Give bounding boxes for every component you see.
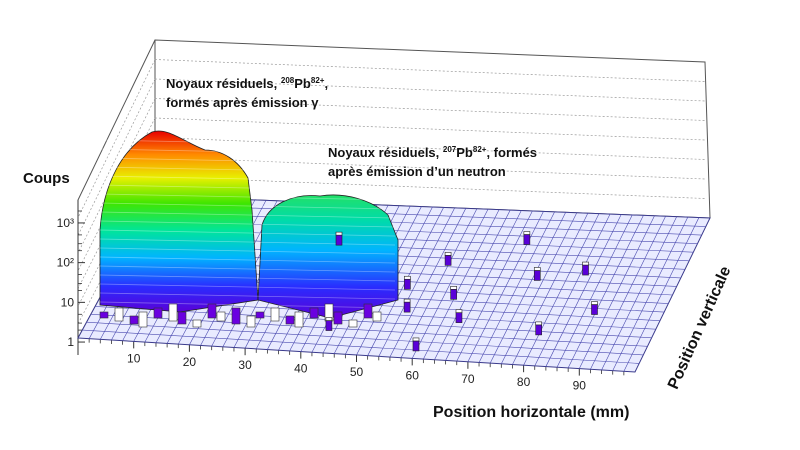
x-tick-label: 70 (461, 372, 475, 386)
single-count-bin (591, 304, 598, 315)
single-count-bin (404, 278, 411, 290)
low-count-bin (138, 311, 148, 328)
bin-edge (99, 175, 396, 183)
y-tick-label: 1 (67, 335, 74, 349)
single-count-bin-top (535, 321, 542, 326)
x-tick-label: 60 (406, 368, 420, 382)
side-gridline (77, 59, 156, 218)
single-count-bin-top (591, 301, 598, 305)
single-count-bin (335, 234, 343, 246)
y-tick-label: 10² (57, 256, 74, 270)
low-count-bin (207, 303, 217, 319)
data-peaks (99, 130, 399, 328)
single-count-bin-top (444, 252, 452, 256)
bin-edge (99, 211, 396, 219)
bin-edge (99, 256, 396, 264)
single-count-bin (582, 264, 589, 276)
y-tick-label: 10³ (57, 216, 74, 230)
bin-edge (99, 139, 396, 147)
single-count-bin-top (582, 261, 589, 266)
bin-edge (99, 265, 396, 273)
x-axis: 10 20 30 40 50 60 70 80 90 (88, 338, 625, 393)
floor-gridline (86, 321, 644, 356)
low-count-bin (99, 311, 109, 319)
side-gridline (77, 98, 156, 254)
bin-edge (99, 193, 396, 201)
single-count-bin (444, 255, 452, 266)
low-count-bin (177, 311, 187, 325)
single-count-bin (412, 340, 420, 352)
bin-edge (99, 202, 396, 210)
bin-edge (99, 292, 396, 300)
low-count-bin (231, 307, 241, 325)
floor-gridline (95, 306, 652, 339)
bin-edge (99, 283, 396, 291)
bin-edge (99, 166, 396, 174)
single-count-bin-top (533, 267, 541, 271)
annotation-208pb: Noyaux résiduels, 208Pb82+, formés après… (166, 76, 329, 110)
peak-208pb (99, 130, 259, 313)
low-count-bin (309, 307, 319, 319)
x-tick-label: 10 (127, 351, 141, 365)
low-count-bin (255, 311, 265, 319)
low-count-bin (372, 311, 382, 322)
bin-edge (99, 238, 396, 246)
floor-gridline (82, 329, 640, 364)
single-count-bin (325, 320, 333, 331)
peak-207pb (257, 194, 399, 319)
bin-edge (99, 301, 396, 309)
single-count-bin-top (403, 298, 411, 303)
single-count-bin (403, 301, 411, 313)
x-tick-label: 90 (573, 379, 587, 393)
single-count-bin-top (523, 231, 531, 235)
x-tick-label: 30 (238, 358, 252, 372)
low-count-bin (246, 315, 256, 328)
low-count-bin (216, 311, 226, 322)
low-count-bin (333, 311, 343, 325)
y-axis-title: Coups (23, 170, 70, 187)
single-count-bin-top (404, 275, 411, 280)
bin-edge (99, 229, 396, 237)
single-count-bin-top (412, 337, 420, 342)
bin-edge (99, 184, 396, 192)
single-count-bin (533, 270, 541, 281)
low-count-bin (285, 315, 295, 325)
single-count-bin-top (455, 309, 463, 313)
single-count-bin-top (325, 317, 333, 321)
low-count-bin (348, 319, 358, 328)
x-axis-title: Position horizontale (mm) (433, 404, 630, 421)
y-axis: 10³ 10² 10 1 (57, 200, 85, 355)
x-tick-label: 50 (350, 365, 364, 379)
x-tick-label: 40 (294, 362, 308, 376)
low-count-bin (270, 307, 280, 322)
bin-edge (99, 274, 396, 282)
x-tick-label: 80 (517, 375, 531, 389)
low-count-bin (129, 315, 139, 325)
low-count-bin (192, 319, 202, 328)
single-count-bin (455, 312, 463, 323)
single-count-bin-top (335, 231, 343, 236)
side-gridline (77, 78, 156, 236)
single-count-bin (523, 234, 531, 245)
low-count-bin (153, 307, 163, 319)
single-count-bin (535, 324, 542, 336)
low-count-bin (168, 303, 178, 322)
isolated-counts (325, 231, 598, 352)
single-count-bin-top (450, 286, 457, 290)
low-count-bin (294, 311, 304, 328)
bin-edge (99, 157, 396, 165)
bin-edge (99, 148, 396, 156)
bin-edge (99, 247, 396, 255)
x-tick-label: 20 (183, 355, 197, 369)
back-gridline (154, 117, 706, 141)
single-count-bin (450, 289, 457, 300)
y-tick-label: 10 (61, 295, 75, 309)
low-count-bin (114, 307, 124, 322)
annotation-207pb: Noyaux résiduels, 207Pb82+, formés après… (328, 145, 538, 179)
low-count-bin (363, 303, 373, 319)
bin-edge (99, 220, 396, 228)
